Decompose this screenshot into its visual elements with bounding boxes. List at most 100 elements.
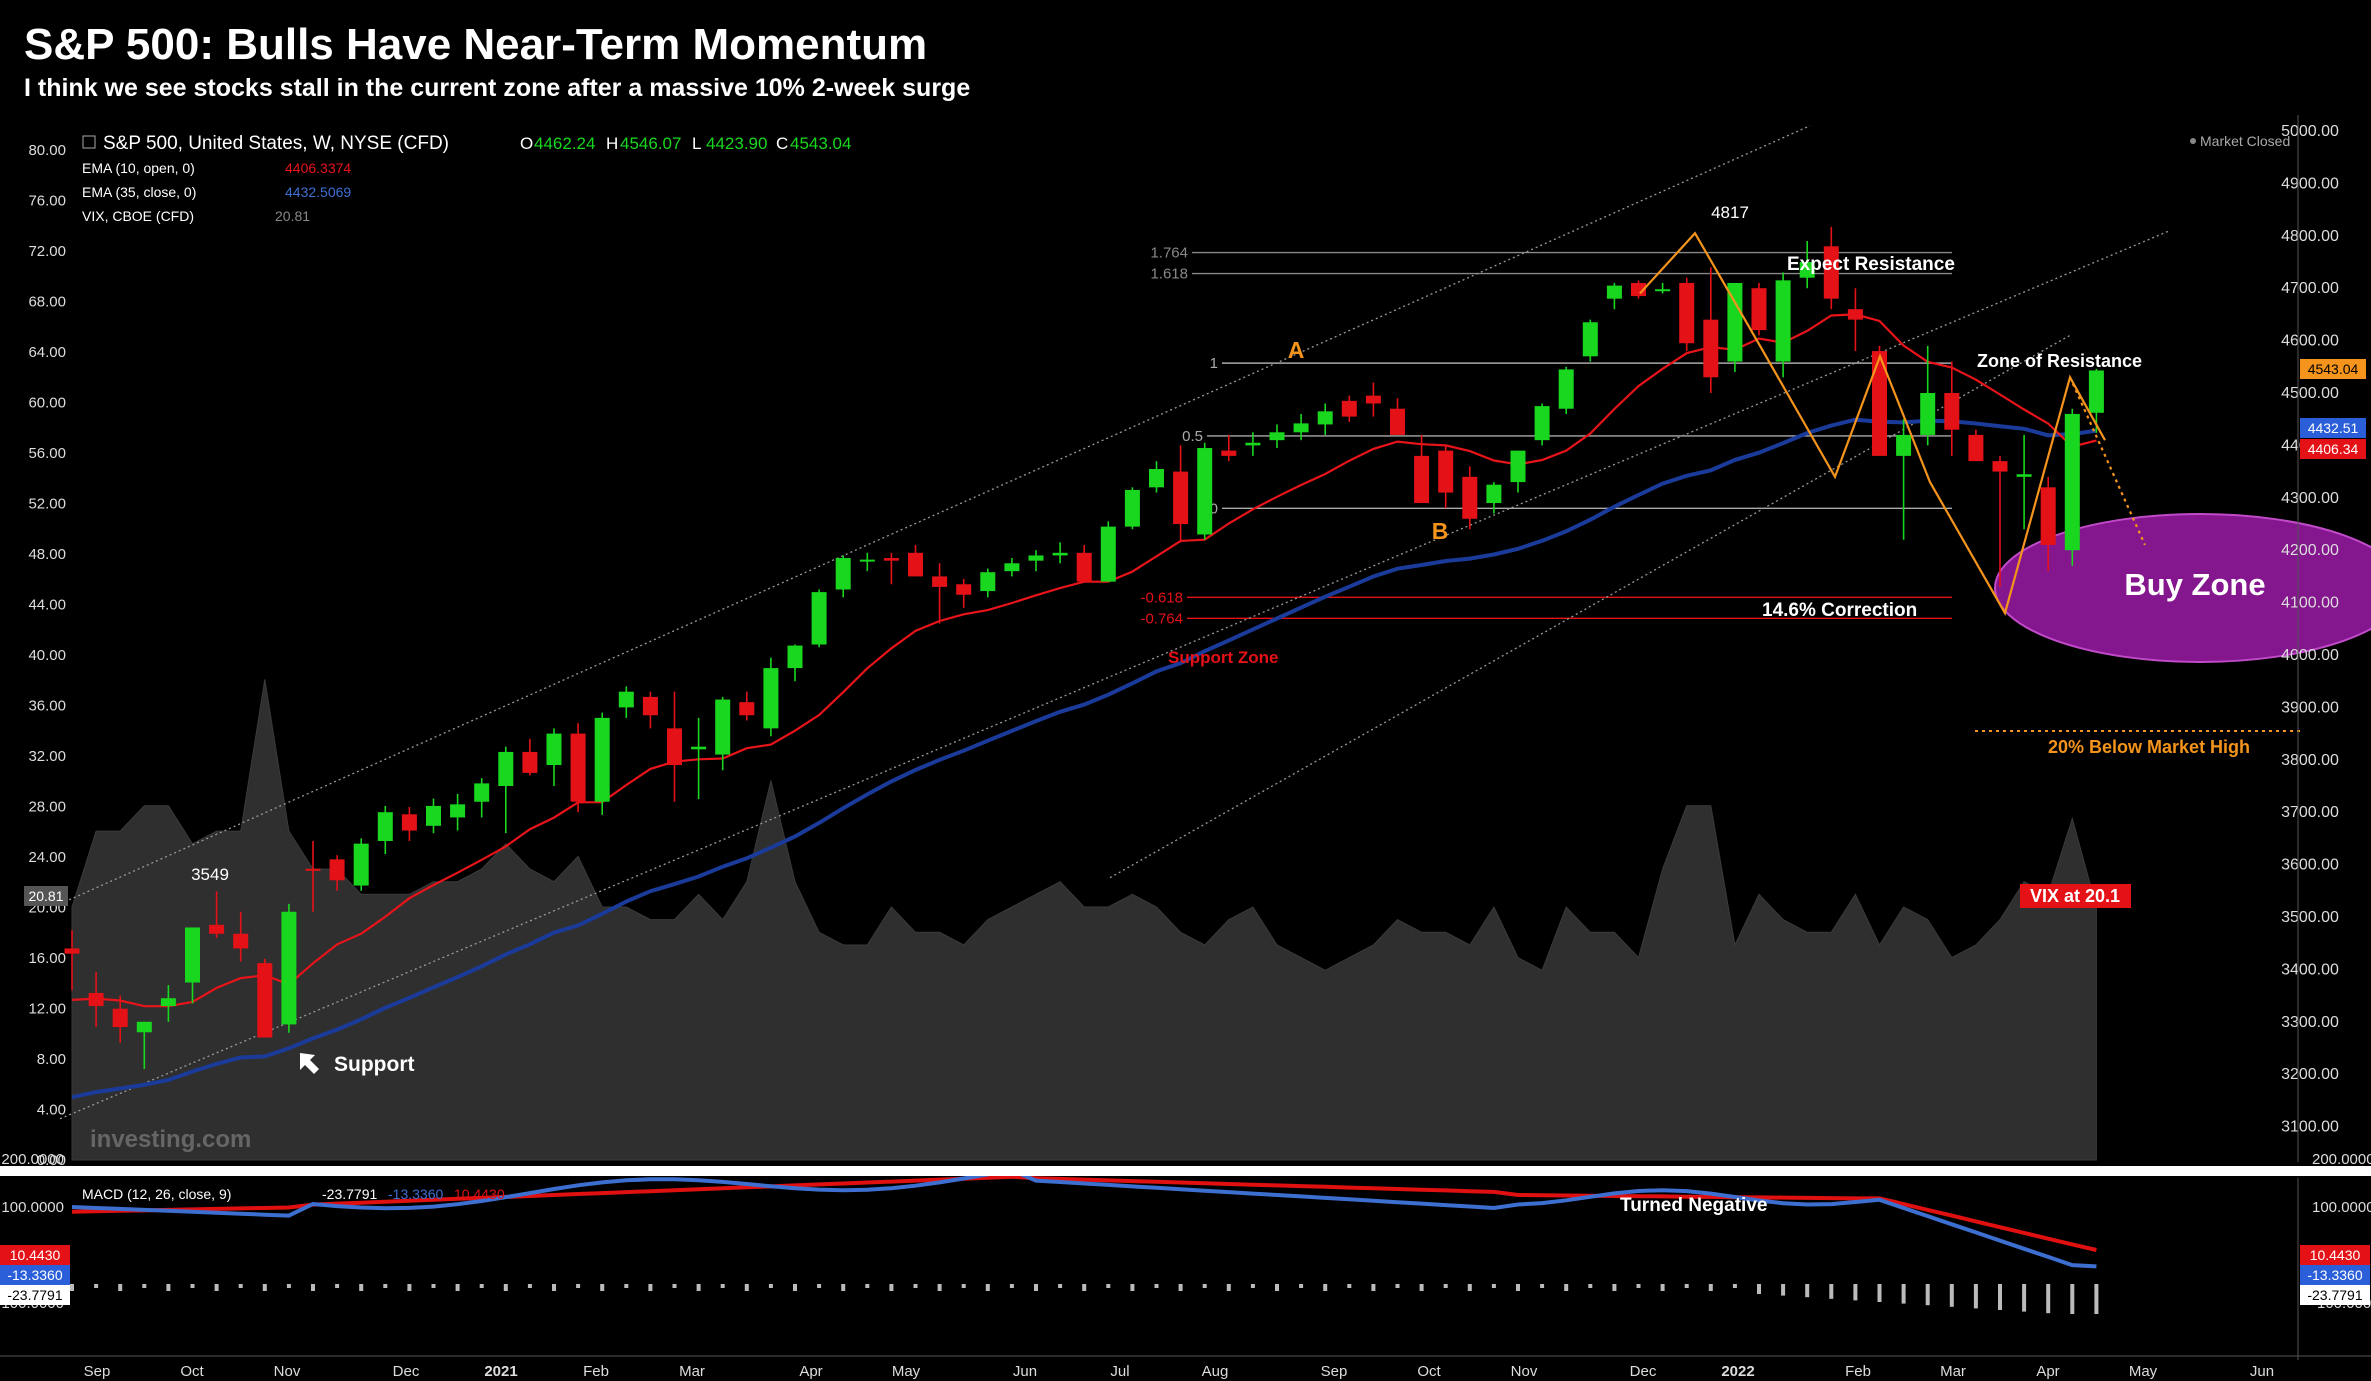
candles[interactable] [64, 226, 2104, 1069]
candle-body [594, 717, 610, 802]
buy-zone-ellipse [1994, 513, 2371, 663]
ema35-line [71, 417, 2097, 1100]
vix-tick-label: 52.00 [28, 496, 66, 513]
time-tick-label: Nov [274, 1363, 301, 1380]
price-tick-label: 3800.00 [2281, 752, 2339, 769]
macd-histogram-bar [720, 1284, 725, 1288]
macd-histogram-bar [1973, 1284, 1978, 1309]
macd-histogram-bar [311, 1284, 315, 1291]
buy-zone-label: Buy Zone [2124, 567, 2265, 602]
candle-body [209, 924, 225, 934]
price-tick-label: 3400.00 [2281, 961, 2339, 978]
candle-body [522, 751, 538, 773]
macd-histogram-bar [1829, 1284, 1834, 1299]
panel-separator [0, 1166, 2371, 1176]
macd-badge-c: -23.7791 [2307, 1287, 2362, 1303]
ohlc-h-value: 4546.07 [620, 134, 681, 153]
macd-histogram-bar [1323, 1284, 1328, 1291]
candle-body [1100, 526, 1116, 582]
candle-body [2064, 413, 2080, 551]
macd-badge-c-left-bg [0, 1285, 70, 1305]
macd-line [71, 1168, 2097, 1269]
candle-body [763, 668, 779, 729]
macd-histogram-bar [937, 1284, 942, 1291]
macd-histogram-bar [648, 1284, 653, 1291]
candle-body [1631, 282, 1646, 297]
macd-legend-label: MACD (12, 26, close, 9) [82, 1186, 231, 1202]
macd-histogram-bar [262, 1284, 267, 1291]
macd-panel: 200.0000200.0000100.0000100.0000-100.000… [0, 1151, 2371, 1314]
price-tick-label: 4600.00 [2281, 333, 2339, 350]
time-tick-label: Sep [1321, 1363, 1348, 1380]
macd-signal-line [71, 1174, 2097, 1252]
macd-histogram-bar [1467, 1284, 1472, 1291]
projection-dotted [2068, 376, 2147, 546]
price-tick-label: 3200.00 [2281, 1066, 2339, 1083]
macd-legend-v3: 10.4430 [454, 1186, 505, 1202]
macd-histogram-bar [1371, 1284, 1376, 1291]
candle-body [1510, 450, 1526, 483]
candle-body [1655, 289, 1671, 292]
expect-resistance-label: Expect Resistance [1787, 254, 1955, 275]
candle-body [1438, 450, 1454, 493]
candle-body [1775, 280, 1791, 362]
candle-body [1896, 434, 1912, 456]
macd-histogram-bar [1925, 1284, 1930, 1306]
vix-at-badge-bg [2020, 884, 2131, 908]
macd-histogram-bar [238, 1284, 243, 1288]
projection-path [1639, 231, 2300, 732]
macd-histogram-bar [503, 1284, 508, 1291]
vix-tick-label: 4.00 [37, 1102, 66, 1119]
macd-histogram-bar [889, 1284, 894, 1291]
macd-histogram-bar [479, 1284, 484, 1288]
price-tick-label: 4100.00 [2281, 595, 2339, 612]
candle-body [1534, 406, 1550, 441]
macd-histogram-bar [1202, 1284, 1207, 1288]
candle-body [1486, 484, 1502, 504]
candle-body [835, 558, 851, 590]
support-label: Support [334, 1053, 414, 1076]
macd-badge-a: 10.4430 [2310, 1247, 2361, 1263]
macd-histogram-bar [817, 1284, 822, 1288]
time-tick-label: Apr [799, 1363, 822, 1380]
macd-histogram-bar [166, 1284, 171, 1291]
macd-badge-a-left-bg [0, 1245, 70, 1265]
below-high-label: 20% Below Market High [2048, 737, 2250, 757]
macd-histogram-bar [431, 1284, 436, 1288]
candle-body [1365, 395, 1381, 404]
low-2020-label: 3549 [191, 865, 229, 884]
candle-body [1992, 461, 2008, 472]
ema10-legend: EMA (10, open, 0) [82, 160, 195, 176]
candle-body [64, 948, 80, 954]
ema-lines [71, 313, 2097, 1100]
time-tick-label: Apr [2036, 1363, 2059, 1380]
candle-body [281, 911, 297, 1025]
macd-legend-v2: -13.3360 [388, 1186, 443, 1202]
macd-histogram-bar [1130, 1284, 1135, 1291]
price-tick-label: 3500.00 [2281, 909, 2339, 926]
symbol-label: S&P 500, United States, W, NYSE (CFD) [103, 133, 449, 154]
macd-histogram-bar [841, 1284, 846, 1291]
macd-histogram-bar [1106, 1284, 1111, 1288]
vix-tick-label: 56.00 [28, 445, 66, 462]
candle-body [908, 552, 923, 577]
macd-histogram-bar [1853, 1284, 1858, 1301]
candle-body [1293, 423, 1309, 433]
time-tick-label: Jun [2250, 1363, 2274, 1380]
candle-body [1390, 408, 1405, 435]
macd-histogram-bar [1058, 1284, 1063, 1288]
candle-body [1414, 455, 1430, 504]
annotations: S&P 500, United States, W, NYSE (CFD) O 44… [82, 133, 2290, 1153]
vix-tick-label: 64.00 [28, 344, 66, 361]
ohlc-c-value: 4543.04 [790, 134, 851, 153]
price-tick-label: 3100.00 [2281, 1119, 2339, 1136]
fib-label: 1.618 [1150, 266, 1188, 283]
macd-badge-a-left: 10.4430 [10, 1247, 61, 1263]
macd-histogram-bar [118, 1284, 123, 1291]
candle-body [112, 1008, 128, 1028]
macd-histogram-bar [2070, 1284, 2075, 1314]
vix-tag-bg [24, 886, 68, 906]
fib-label: 0 [1210, 500, 1218, 517]
macd-histogram-bar [552, 1284, 556, 1291]
